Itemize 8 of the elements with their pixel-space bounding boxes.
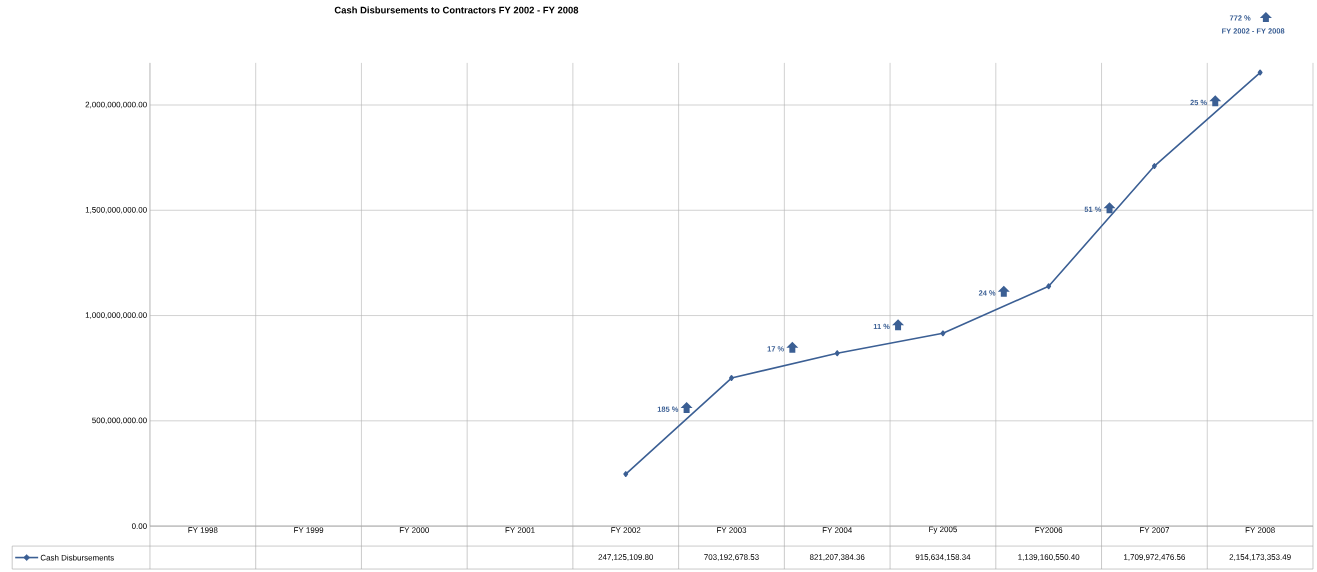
point [834,350,840,357]
point [623,471,629,478]
point [729,375,734,382]
point [940,330,946,337]
point [1257,69,1263,76]
point [1046,283,1052,290]
point [1151,163,1157,170]
chart-title: Cash Disbursements to Contractors FY 2002 - FY 2008 [334,6,579,14]
